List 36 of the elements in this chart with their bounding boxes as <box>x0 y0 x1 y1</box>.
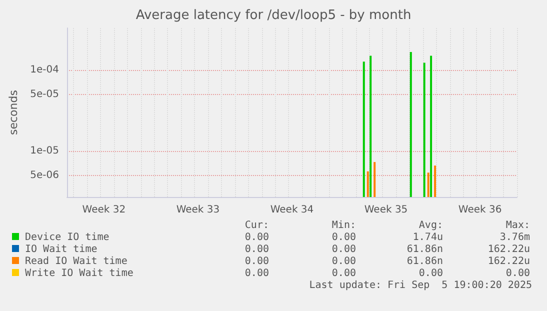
text: 1.74u <box>412 232 443 244</box>
y-tick-label: 5e-06 <box>30 170 59 181</box>
text: 61.86n <box>406 244 443 256</box>
text: 0.00 <box>244 268 269 280</box>
y-tick-label: 5e-05 <box>30 88 59 100</box>
text: 61.86n <box>406 256 443 268</box>
legend-label: Device IO time <box>25 232 110 243</box>
x-tick-label: Week 32 <box>82 204 126 216</box>
text: Max: <box>504 220 530 232</box>
legend-label: Read IO Wait time <box>25 256 128 267</box>
chart-title: Average latency for /dev/loop5 - by month <box>136 8 412 23</box>
text: 162.22u <box>486 244 530 256</box>
legend-label: Write IO Wait time <box>25 268 134 279</box>
text: Last update: Fri Sep 5 19:00:20 2025 <box>308 280 532 291</box>
legend-label: IO Wait time <box>25 244 98 255</box>
x-tick-label: Week 36 <box>458 204 502 216</box>
text: 0.00 <box>418 268 443 280</box>
x-tick-label: Week 35 <box>364 204 408 216</box>
x-tick-label: Week 34 <box>270 204 314 216</box>
y-tick-label: 1e-05 <box>30 145 59 156</box>
text: 3.76m <box>498 232 530 244</box>
y-tick-label: 1e-04 <box>30 64 59 76</box>
text: 162.22u <box>486 256 530 268</box>
text: 0.00 <box>244 256 269 268</box>
text: Min: <box>330 220 356 232</box>
text: 0.00 <box>330 232 356 244</box>
x-tick-label: Week 33 <box>176 204 220 216</box>
text: 0.00 <box>330 268 356 280</box>
y-axis-title: seconds <box>7 90 20 135</box>
text: 0.00 <box>504 268 530 280</box>
text: 0.00 <box>244 232 269 244</box>
text: 0.00 <box>244 244 269 256</box>
text: Avg: <box>418 220 443 232</box>
text: 0.00 <box>330 244 356 256</box>
text: Cur: <box>244 220 269 232</box>
text: 0.00 <box>330 256 356 268</box>
